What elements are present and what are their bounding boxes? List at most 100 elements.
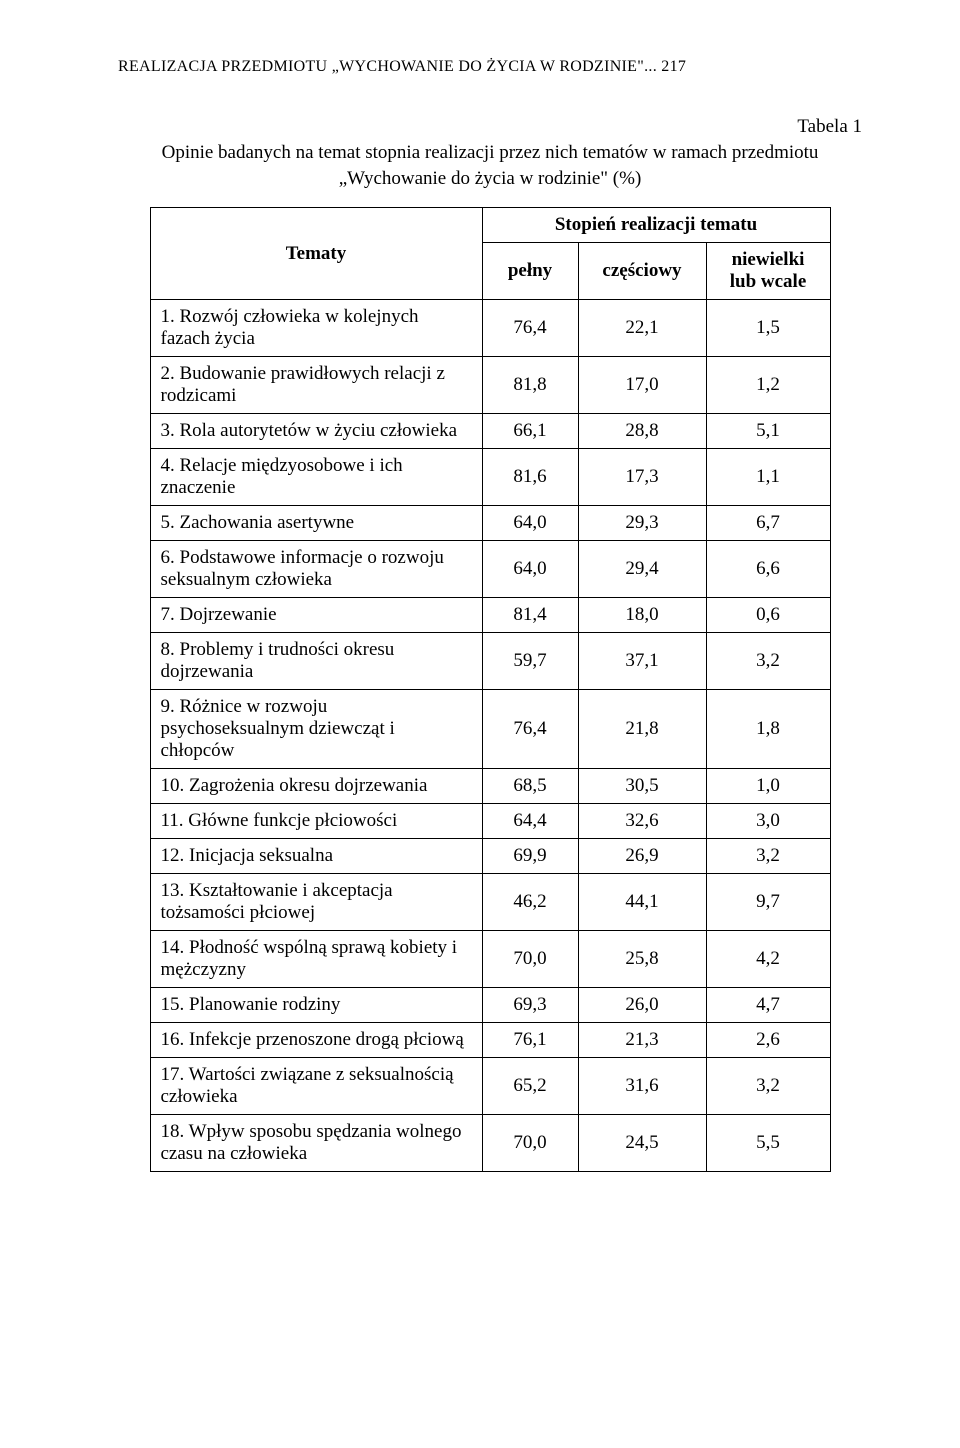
cell-pelny: 70,0 (482, 931, 578, 988)
cell-niewielki: 9,7 (706, 874, 830, 931)
header-czesciowy: częściowy (578, 243, 706, 300)
running-head: REALIZACJA PRZEDMIOTU „WYCHOWANIE DO ŻYC… (118, 58, 862, 76)
cell-topic: 3. Rola autorytetów w życiu człowieka (150, 414, 482, 449)
table-row: 1. Rozwój człowieka w kolejnych fazach ż… (150, 300, 830, 357)
cell-niewielki: 3,2 (706, 839, 830, 874)
table-header-row-1: Tematy Stopień realizacji tematu (150, 208, 830, 243)
cell-niewielki: 3,2 (706, 633, 830, 690)
table-row: 2. Budowanie prawidłowych relacji z rodz… (150, 357, 830, 414)
cell-pelny: 69,9 (482, 839, 578, 874)
cell-topic: 12. Inicjacja seksualna (150, 839, 482, 874)
table-row: 3. Rola autorytetów w życiu człowieka66,… (150, 414, 830, 449)
cell-niewielki: 2,6 (706, 1023, 830, 1058)
table-row: 11. Główne funkcje płciowości64,432,63,0 (150, 804, 830, 839)
cell-niewielki: 1,2 (706, 357, 830, 414)
cell-niewielki: 1,0 (706, 769, 830, 804)
cell-czesciowy: 32,6 (578, 804, 706, 839)
cell-niewielki: 4,7 (706, 988, 830, 1023)
cell-pelny: 64,0 (482, 541, 578, 598)
cell-pelny: 65,2 (482, 1058, 578, 1115)
header-niewielki: niewielki lub wcale (706, 243, 830, 300)
cell-czesciowy: 24,5 (578, 1115, 706, 1172)
cell-pelny: 64,4 (482, 804, 578, 839)
table-row: 13. Kształtowanie i akceptacja tożsamośc… (150, 874, 830, 931)
cell-niewielki: 6,7 (706, 506, 830, 541)
cell-pelny: 59,7 (482, 633, 578, 690)
cell-niewielki: 4,2 (706, 931, 830, 988)
cell-topic: 18. Wpływ sposobu spędzania wolnego czas… (150, 1115, 482, 1172)
header-tematy: Tematy (150, 208, 482, 300)
cell-niewielki: 5,1 (706, 414, 830, 449)
cell-pelny: 69,3 (482, 988, 578, 1023)
cell-pelny: 76,4 (482, 690, 578, 769)
table-row: 10. Zagrożenia okresu dojrzewania68,530,… (150, 769, 830, 804)
table-row: 12. Inicjacja seksualna69,926,93,2 (150, 839, 830, 874)
cell-czesciowy: 30,5 (578, 769, 706, 804)
cell-pelny: 76,1 (482, 1023, 578, 1058)
cell-czesciowy: 44,1 (578, 874, 706, 931)
cell-topic: 10. Zagrożenia okresu dojrzewania (150, 769, 482, 804)
cell-niewielki: 0,6 (706, 598, 830, 633)
cell-czesciowy: 25,8 (578, 931, 706, 988)
cell-topic: 6. Podstawowe informacje o rozwoju seksu… (150, 541, 482, 598)
table-row: 15. Planowanie rodziny69,326,04,7 (150, 988, 830, 1023)
table-row: 7. Dojrzewanie81,418,00,6 (150, 598, 830, 633)
cell-pelny: 70,0 (482, 1115, 578, 1172)
table-row: 8. Problemy i trudności okresu dojrzewan… (150, 633, 830, 690)
cell-pelny: 76,4 (482, 300, 578, 357)
cell-topic: 2. Budowanie prawidłowych relacji z rodz… (150, 357, 482, 414)
table-row: 18. Wpływ sposobu spędzania wolnego czas… (150, 1115, 830, 1172)
table-row: 16. Infekcje przenoszone drogą płciową76… (150, 1023, 830, 1058)
cell-pelny: 81,6 (482, 449, 578, 506)
cell-topic: 1. Rozwój człowieka w kolejnych fazach ż… (150, 300, 482, 357)
cell-czesciowy: 22,1 (578, 300, 706, 357)
table-row: 5. Zachowania asertywne64,029,36,7 (150, 506, 830, 541)
cell-topic: 5. Zachowania asertywne (150, 506, 482, 541)
cell-topic: 11. Główne funkcje płciowości (150, 804, 482, 839)
cell-pelny: 66,1 (482, 414, 578, 449)
cell-czesciowy: 21,8 (578, 690, 706, 769)
cell-pelny: 64,0 (482, 506, 578, 541)
table-row: 17. Wartości związane z seksualnością cz… (150, 1058, 830, 1115)
cell-topic: 16. Infekcje przenoszone drogą płciową (150, 1023, 482, 1058)
cell-czesciowy: 26,0 (578, 988, 706, 1023)
cell-topic: 7. Dojrzewanie (150, 598, 482, 633)
cell-czesciowy: 18,0 (578, 598, 706, 633)
cell-czesciowy: 21,3 (578, 1023, 706, 1058)
table-row: 9. Różnice w rozwoju psychoseksualnym dz… (150, 690, 830, 769)
cell-czesciowy: 29,3 (578, 506, 706, 541)
cell-pelny: 81,8 (482, 357, 578, 414)
cell-czesciowy: 29,4 (578, 541, 706, 598)
table-row: 14. Płodność wspólną sprawą kobiety i mę… (150, 931, 830, 988)
header-group: Stopień realizacji tematu (482, 208, 830, 243)
cell-niewielki: 1,1 (706, 449, 830, 506)
table-caption: Opinie badanych na temat stopnia realiza… (130, 140, 850, 191)
header-pelny: pełny (482, 243, 578, 300)
cell-topic: 9. Różnice w rozwoju psychoseksualnym dz… (150, 690, 482, 769)
cell-niewielki: 5,5 (706, 1115, 830, 1172)
cell-topic: 15. Planowanie rodziny (150, 988, 482, 1023)
table-body: 1. Rozwój człowieka w kolejnych fazach ż… (150, 300, 830, 1172)
cell-topic: 13. Kształtowanie i akceptacja tożsamośc… (150, 874, 482, 931)
cell-czesciowy: 37,1 (578, 633, 706, 690)
cell-czesciowy: 28,8 (578, 414, 706, 449)
table-row: 6. Podstawowe informacje o rozwoju seksu… (150, 541, 830, 598)
cell-niewielki: 1,5 (706, 300, 830, 357)
cell-topic: 14. Płodność wspólną sprawą kobiety i mę… (150, 931, 482, 988)
cell-czesciowy: 31,6 (578, 1058, 706, 1115)
table-label: Tabela 1 (118, 116, 862, 138)
topics-table: Tematy Stopień realizacji tematu pełny c… (150, 207, 831, 1172)
cell-niewielki: 6,6 (706, 541, 830, 598)
cell-niewielki: 3,0 (706, 804, 830, 839)
cell-czesciowy: 17,3 (578, 449, 706, 506)
cell-pelny: 81,4 (482, 598, 578, 633)
table-row: 4. Relacje międzyosobowe i ich znaczenie… (150, 449, 830, 506)
table-head: Tematy Stopień realizacji tematu pełny c… (150, 208, 830, 300)
cell-czesciowy: 26,9 (578, 839, 706, 874)
cell-niewielki: 1,8 (706, 690, 830, 769)
cell-topic: 4. Relacje międzyosobowe i ich znaczenie (150, 449, 482, 506)
cell-pelny: 68,5 (482, 769, 578, 804)
cell-czesciowy: 17,0 (578, 357, 706, 414)
cell-topic: 17. Wartości związane z seksualnością cz… (150, 1058, 482, 1115)
cell-pelny: 46,2 (482, 874, 578, 931)
